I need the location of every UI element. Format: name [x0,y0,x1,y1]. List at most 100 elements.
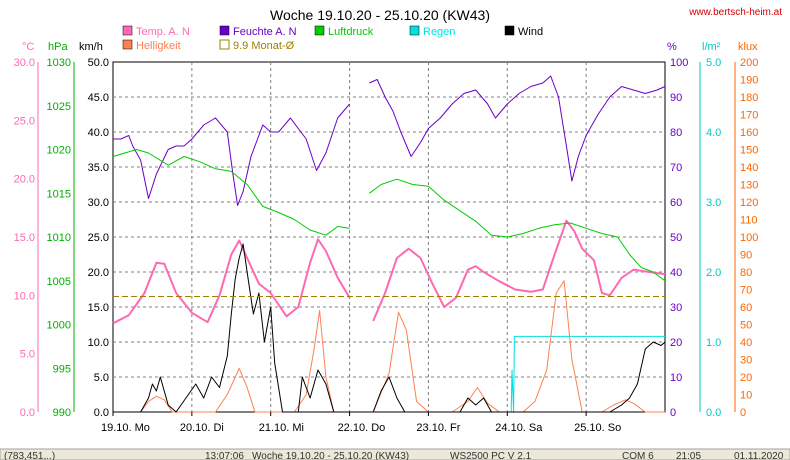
light-tick-label: 60 [740,302,752,314]
legend-label: Regen [423,26,455,38]
press-tick-label: 995 [53,363,71,375]
legend-swatch [122,25,133,36]
left-axes: 0.0 5.0 10.0 15.0 20.0 25.0 30.0 990 995 1000 1005… [14,57,109,419]
status-date: 01.11.2020 [734,451,784,460]
temp-tick-label: 20.0 [14,174,35,186]
humid-unit-label: % [667,41,677,53]
temp-unit-label: °C [22,41,34,53]
wind-tick-label: 40.0 [88,127,109,139]
press-tick-label: 1010 [47,232,71,244]
light-tick-label: 30 [740,355,752,367]
series-temp [112,219,666,325]
legend: Temp. A. N Feuchte A. N Luftdruck Regen Wind… [122,25,543,52]
status-bar: (783,451,..) 13:07:06 Woche 19.10.20 - 2… [0,448,790,460]
website-link[interactable]: www.bertsch-heim.at [688,7,782,18]
temp-tick-label: 5.0 [20,349,35,361]
status-bar-bg [0,448,790,460]
light-tick-label: 10 [740,390,752,402]
legend-label: 9.9 Monat-Ø [233,40,295,52]
series-line [113,280,665,413]
light-tick-label: 140 [740,162,758,174]
rain-tick-label: 1.0 [706,337,721,349]
light-tick-label: 180 [740,92,758,104]
legend-item: Helligkeit [122,39,181,52]
status-title: Woche 19.10.20 - 25.10.20 (KW43) [252,451,409,460]
temp-tick-label: 0.0 [20,407,35,419]
humid-tick-label: 10 [670,372,682,384]
light-tick-label: 160 [740,127,758,139]
x-axis: 19.10. Mo 20.10. Di 21.10. Mi 22.10. Do 23.1… [101,412,621,434]
temp-tick-label: 15.0 [14,232,35,244]
humid-tick-label: 70 [670,162,682,174]
press-tick-label: 1000 [47,320,71,332]
wind-tick-label: 5.0 [94,372,109,384]
series-line [369,75,666,182]
series-line [112,149,350,236]
humid-tick-label: 90 [670,92,682,104]
light-tick-label: 80 [740,267,752,279]
legend-item: Wind [504,25,543,38]
rain-tick-label: 5.0 [706,57,721,69]
humid-tick-label: 80 [670,127,682,139]
legend-swatch [122,39,133,50]
light-tick-label: 150 [740,145,758,157]
rain-unit-label: l/m² [702,41,721,53]
x-tick-label: 25.10. So [574,422,621,434]
chart-title: Woche 19.10.20 - 25.10.20 (KW43) [270,7,490,23]
wind-tick-label: 50.0 [88,57,109,69]
x-tick-label: 24.10. Sa [495,422,543,434]
press-tick-label: 1030 [47,57,71,69]
wind-tick-label: 0.0 [94,407,109,419]
status-time: 13:07:06 [205,451,244,460]
light-tick-label: 120 [740,197,758,209]
light-tick-label: 70 [740,285,752,297]
light-tick-label: 90 [740,250,752,262]
legend-item: Feuchte A. N [219,25,297,38]
light-tick-label: 40 [740,337,752,349]
light-tick-label: 20 [740,372,752,384]
right-axes: 01020304050607080901000.01.02.03.04.05.0… [670,57,758,419]
series-line [113,103,350,206]
legend-label: Luftdruck [328,26,374,38]
legend-swatch [409,25,420,36]
wind-tick-label: 25.0 [88,232,109,244]
humid-tick-label: 30 [670,302,682,314]
light-unit-label: klux [738,41,758,53]
wind-tick-label: 10.0 [88,337,109,349]
humid-tick-label: 50 [670,232,682,244]
legend-swatch [219,25,230,36]
rain-tick-label: 3.0 [706,197,721,209]
press-tick-label: 1005 [47,276,71,288]
legend-swatch [504,25,515,36]
legend-item: Temp. A. N [122,25,190,38]
press-unit-label: hPa [48,41,68,53]
series-lines [112,75,666,413]
press-tick-label: 1025 [47,101,71,113]
humid-tick-label: 20 [670,337,682,349]
temp-tick-label: 10.0 [14,290,35,302]
rain-tick-label: 0.0 [706,407,721,419]
legend-item: Luftdruck [314,25,374,38]
humid-tick-label: 100 [670,57,688,69]
wind-tick-label: 30.0 [88,197,109,209]
humid-tick-label: 0 [670,407,676,419]
x-tick-label: 23.10. Fr [416,422,460,434]
legend-item: Regen [409,25,455,38]
light-tick-label: 170 [740,110,758,122]
light-tick-label: 130 [740,180,758,192]
temp-tick-label: 25.0 [14,115,35,127]
humid-tick-label: 40 [670,267,682,279]
legend-item: 9.9 Monat-Ø [219,39,295,52]
legend-label: Wind [518,26,543,38]
x-tick-label: 21.10. Mi [259,422,304,434]
wind-tick-label: 15.0 [88,302,109,314]
series-line [372,219,666,322]
rain-tick-label: 4.0 [706,127,721,139]
series-press [112,149,666,282]
legend-label: Helligkeit [136,40,181,52]
press-tick-label: 990 [53,407,71,419]
press-tick-label: 1020 [47,145,71,157]
light-tick-label: 110 [740,215,758,227]
x-tick-label: 19.10. Mo [101,422,150,434]
status-version: WS2500 PC V 2.1 [450,451,532,460]
